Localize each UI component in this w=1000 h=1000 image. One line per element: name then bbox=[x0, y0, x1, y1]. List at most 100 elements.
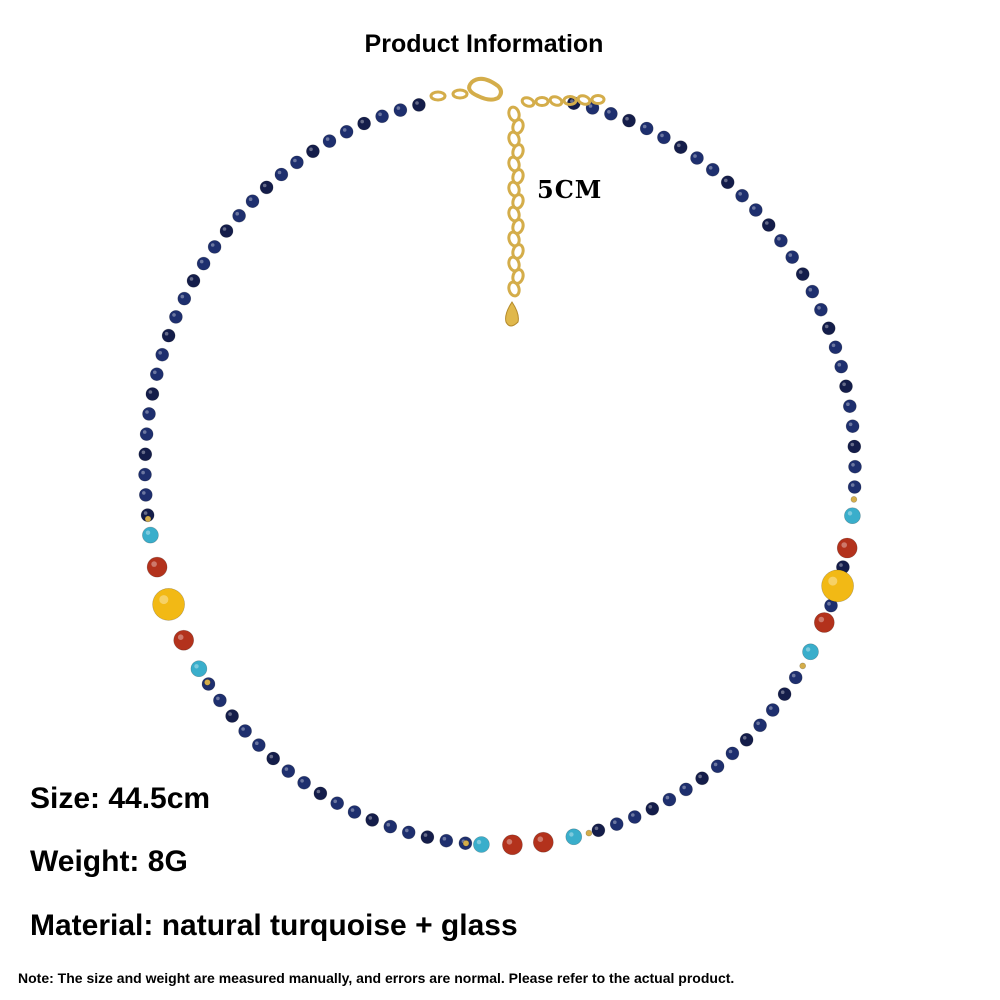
bead-highlight bbox=[177, 634, 184, 640]
bead-highlight bbox=[665, 795, 670, 800]
bead-highlight bbox=[350, 808, 355, 812]
lapis-bead bbox=[401, 825, 416, 840]
bead-highlight bbox=[708, 166, 713, 170]
bead-highlight bbox=[172, 313, 176, 317]
lapis-bead bbox=[139, 488, 153, 502]
bead-highlight bbox=[241, 727, 245, 731]
chain-link bbox=[520, 96, 536, 108]
bead-highlight bbox=[818, 616, 825, 623]
bead-highlight bbox=[164, 331, 169, 336]
lapis-bead bbox=[150, 367, 164, 382]
lapis-bead bbox=[274, 167, 289, 182]
bead-highlight bbox=[808, 287, 813, 292]
chain-link bbox=[451, 88, 469, 100]
lapis-bead bbox=[761, 218, 776, 232]
bead-highlight bbox=[842, 382, 846, 387]
bead-highlight bbox=[158, 351, 162, 355]
lapis-bead bbox=[748, 203, 763, 217]
lapis-bead bbox=[805, 284, 820, 299]
bead-highlight bbox=[151, 561, 157, 567]
lapis-bead bbox=[259, 180, 274, 195]
lapis-bead bbox=[238, 724, 252, 738]
lapis-bead bbox=[139, 427, 154, 441]
lapis-bead bbox=[847, 480, 862, 494]
gold-spacer-bead bbox=[585, 829, 593, 837]
lapis-bead bbox=[251, 738, 266, 752]
yellow-agate-bead bbox=[152, 588, 185, 621]
lapis-bead bbox=[213, 693, 227, 708]
lapis-bead bbox=[673, 140, 688, 154]
bead-highlight bbox=[693, 154, 697, 158]
lapis-bead bbox=[839, 379, 853, 394]
lapis-bead bbox=[710, 759, 725, 774]
turquoise-bead bbox=[473, 836, 490, 853]
lapis-bead bbox=[207, 240, 222, 254]
turquoise-bead bbox=[142, 526, 159, 544]
lapis-bead bbox=[365, 813, 380, 827]
bead-highlight bbox=[210, 243, 215, 247]
red-agate-bead bbox=[146, 556, 168, 578]
lobster-clasp bbox=[467, 76, 503, 102]
bead-highlight bbox=[506, 839, 513, 845]
gold-spacer-bead bbox=[850, 496, 858, 503]
bead-highlight bbox=[476, 839, 482, 845]
bead-highlight bbox=[777, 236, 781, 241]
lapis-bead bbox=[219, 224, 234, 238]
lapis-bead bbox=[828, 340, 843, 355]
bead-highlight bbox=[342, 128, 347, 132]
bead-highlight bbox=[607, 110, 611, 114]
bead-highlight bbox=[248, 197, 253, 201]
lapis-bead bbox=[705, 162, 720, 177]
lapis-bead bbox=[591, 823, 606, 838]
bead-highlight bbox=[788, 253, 793, 257]
red-agate-bead bbox=[532, 831, 554, 853]
turquoise-bead bbox=[565, 828, 583, 846]
disclaimer-note: Note: The size and weight are measured m… bbox=[18, 970, 735, 986]
extender-length-label: 5CM bbox=[537, 175, 603, 204]
bead-highlight bbox=[141, 450, 146, 455]
bead-highlight bbox=[405, 828, 409, 833]
bead-highlight bbox=[851, 463, 855, 467]
lapis-bead bbox=[225, 709, 239, 723]
bead-highlight bbox=[142, 491, 146, 495]
bead-highlight bbox=[222, 227, 227, 231]
bead-highlight bbox=[850, 442, 855, 447]
chain-link bbox=[534, 96, 550, 107]
lapis-bead bbox=[848, 459, 862, 474]
bead-highlight bbox=[148, 390, 153, 394]
lapis-bead bbox=[777, 687, 792, 701]
bead-highlight bbox=[145, 530, 151, 535]
extender-chain bbox=[429, 76, 606, 327]
turquoise-bead bbox=[802, 643, 819, 661]
chain-link bbox=[507, 280, 521, 298]
bead-highlight bbox=[728, 749, 733, 754]
bead-highlight bbox=[423, 833, 428, 837]
bead-highlight bbox=[847, 511, 853, 516]
bead-highlight bbox=[277, 170, 282, 175]
lapis-bead bbox=[847, 439, 862, 454]
chain-links bbox=[429, 88, 606, 298]
bead-highlight bbox=[752, 206, 756, 210]
bead-highlight bbox=[159, 595, 169, 605]
lapis-bead bbox=[788, 670, 803, 685]
lapis-bead bbox=[169, 310, 183, 324]
lapis-bead bbox=[645, 801, 660, 816]
bead-highlight bbox=[769, 706, 773, 710]
lapis-bead bbox=[290, 155, 304, 170]
bead-highlight bbox=[756, 721, 760, 726]
lapis-bead bbox=[725, 746, 740, 761]
bead-highlight bbox=[713, 762, 718, 767]
lapis-bead bbox=[306, 144, 320, 159]
bead-highlight bbox=[724, 178, 728, 183]
lapis-bead bbox=[720, 175, 735, 190]
red-agate-bead bbox=[502, 834, 523, 856]
bead-highlight bbox=[594, 826, 599, 831]
bead-highlight bbox=[153, 370, 157, 375]
lapis-bead bbox=[357, 116, 371, 131]
lapis-bead bbox=[690, 151, 704, 165]
lapis-bead bbox=[679, 782, 693, 797]
red-agate-bead bbox=[813, 612, 835, 633]
bead-highlight bbox=[631, 813, 635, 817]
lapis-bead bbox=[845, 419, 860, 434]
